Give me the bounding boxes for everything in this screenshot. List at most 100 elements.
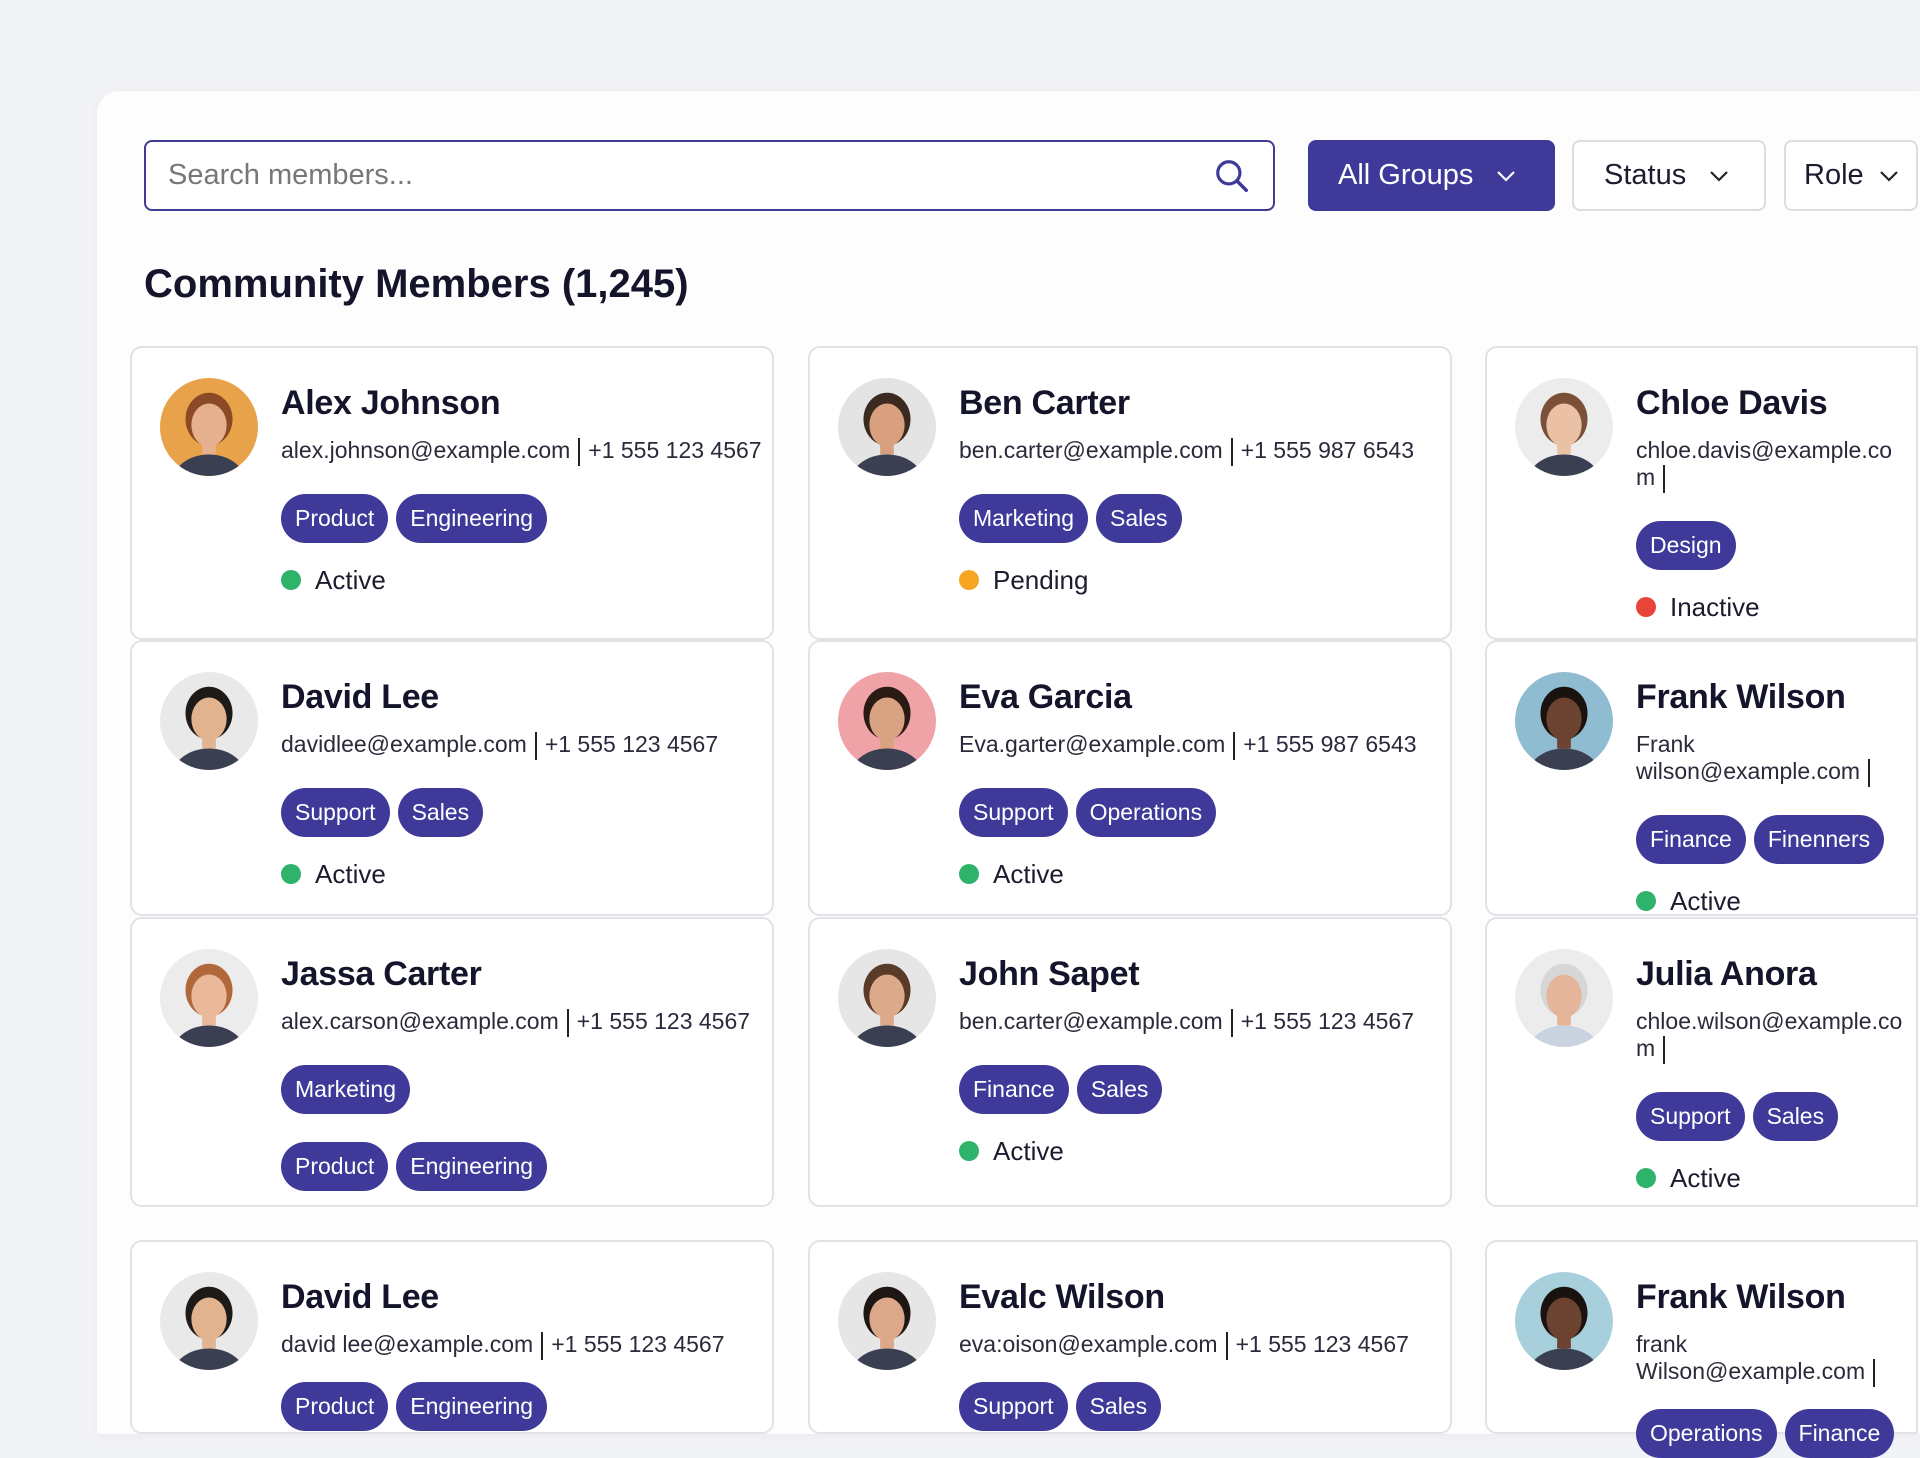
status-dropdown[interactable]: Status: [1572, 140, 1766, 211]
separator: [1230, 1008, 1233, 1037]
member-card[interactable]: Julia Anora chloe.wilson@example.com Sup…: [1485, 917, 1918, 1207]
member-email[interactable]: chloe.davis@example.com: [1636, 437, 1893, 490]
group-tag[interactable]: Support: [959, 787, 1068, 837]
group-tag[interactable]: Support: [959, 1381, 1068, 1431]
member-email[interactable]: chloe.wilson@example.com: [1636, 1008, 1903, 1061]
group-tag[interactable]: Product: [281, 493, 389, 543]
group-tag[interactable]: Finenners: [1753, 814, 1885, 864]
member-email[interactable]: ben.carter@example.com: [959, 1008, 1223, 1034]
member-email[interactable]: alex.carson@example.com: [281, 1008, 559, 1034]
member-card[interactable]: Eva Garcia Eva.garter@example.com +1 555 …: [808, 640, 1452, 916]
member-contact: chloe.davis@example.com: [1636, 437, 1910, 493]
group-tag[interactable]: Sales: [1095, 493, 1182, 543]
group-tag[interactable]: Marketing: [281, 1064, 410, 1114]
member-card[interactable]: Alex Johnson alex.johnson@example.com +1 …: [130, 346, 774, 640]
group-tag[interactable]: Finance: [1784, 1408, 1895, 1458]
search-icon[interactable]: [1213, 157, 1251, 195]
status-indicator: Active: [1636, 1163, 1910, 1194]
separator: [1663, 1035, 1666, 1064]
group-tag[interactable]: Engineering: [396, 1141, 548, 1191]
separator: [578, 437, 581, 466]
tag-list: Operations Finance: [1636, 1408, 1910, 1458]
all-groups-dropdown[interactable]: All Groups: [1308, 140, 1555, 211]
group-tag[interactable]: Product: [281, 1141, 389, 1191]
status-text: Active: [993, 858, 1064, 889]
status-indicator: Active: [1636, 886, 1910, 917]
member-email[interactable]: david lee@example.com: [281, 1331, 534, 1357]
member-card[interactable]: Chloe Davis chloe.davis@example.com Desi…: [1485, 346, 1918, 640]
member-name[interactable]: Frank Wilson: [1636, 1278, 1846, 1316]
group-tag[interactable]: Engineering: [396, 1381, 548, 1431]
avatar: [838, 672, 936, 770]
group-tag[interactable]: Marketing: [959, 493, 1088, 543]
group-tag[interactable]: Support: [281, 787, 390, 837]
member-name[interactable]: Jassa Carter: [281, 955, 482, 993]
search-input[interactable]: [168, 159, 1213, 192]
status-dot-icon: [959, 1141, 979, 1162]
avatar: [838, 378, 936, 476]
group-tag[interactable]: Operations: [1636, 1408, 1777, 1458]
group-tag[interactable]: Sales: [1076, 1064, 1163, 1114]
member-name[interactable]: Evalc Wilson: [959, 1278, 1165, 1316]
status-indicator: Active: [959, 1136, 1444, 1167]
search-box[interactable]: [144, 140, 1275, 211]
member-name[interactable]: Julia Anora: [1636, 955, 1817, 993]
member-email[interactable]: Eva.garter@example.com: [959, 731, 1226, 757]
tag-list: Support Operations: [959, 787, 1444, 837]
member-info: Alex Johnson alex.johnson@example.com +1 …: [281, 384, 766, 596]
member-name[interactable]: David Lee: [281, 1278, 439, 1316]
separator: [1225, 1331, 1228, 1360]
member-card[interactable]: Ben Carter ben.carter@example.com +1 555 …: [808, 346, 1452, 640]
member-card[interactable]: Frank Wilson frank Wilson@example.com Op…: [1485, 1240, 1918, 1458]
status-indicator: Inactive: [1636, 592, 1910, 623]
group-tag[interactable]: Sales: [397, 787, 484, 837]
group-tag[interactable]: Finance: [1636, 814, 1746, 864]
member-card[interactable]: David Lee davidlee@example.com +1 555 123…: [130, 640, 774, 916]
status-dot-icon: [1636, 891, 1656, 912]
member-contact: david lee@example.com +1 555 123 4567: [281, 1331, 766, 1360]
member-card[interactable]: John Sapet ben.carter@example.com +1 555 …: [808, 917, 1452, 1207]
member-name[interactable]: Ben Carter: [959, 384, 1130, 422]
member-card[interactable]: David Lee david lee@example.com +1 555 12…: [130, 1240, 774, 1434]
status-text: Active: [315, 858, 386, 889]
member-email[interactable]: alex.johnson@example.com: [281, 437, 571, 463]
role-dropdown[interactable]: Role: [1784, 140, 1918, 211]
member-card[interactable]: Frank Wilson Frank wilson@example.com Fi…: [1485, 640, 1918, 916]
group-tag[interactable]: Operations: [1075, 787, 1217, 837]
member-email[interactable]: frank Wilson@example.com: [1636, 1331, 1866, 1384]
member-email[interactable]: Frank wilson@example.com: [1636, 731, 1861, 784]
group-tag[interactable]: Sales: [1752, 1091, 1839, 1141]
status-indicator: Active: [959, 859, 1444, 890]
group-tag[interactable]: Sales: [1075, 1381, 1162, 1431]
tag-list: Support Sales: [281, 787, 766, 837]
member-card[interactable]: Jassa Carter alex.carson@example.com +1 5…: [130, 917, 774, 1207]
group-tag[interactable]: Design: [1636, 520, 1736, 570]
member-name[interactable]: John Sapet: [959, 955, 1140, 993]
member-card[interactable]: Evalc Wilson eva:oison@example.com +1 555…: [808, 1240, 1452, 1434]
member-contact: Frank wilson@example.com: [1636, 731, 1910, 787]
avatar: [160, 672, 258, 770]
avatar: [1515, 378, 1613, 476]
member-email[interactable]: eva:oison@example.com: [959, 1331, 1218, 1357]
member-name[interactable]: Eva Garcia: [959, 678, 1132, 716]
member-phone: +1 555 123 4567: [1235, 1331, 1409, 1357]
separator: [1230, 437, 1233, 466]
member-email[interactable]: ben.carter@example.com: [959, 437, 1223, 463]
avatar: [838, 1272, 936, 1370]
member-contact: davidlee@example.com +1 555 123 4567: [281, 731, 766, 760]
tag-list: Support Sales: [1636, 1091, 1910, 1141]
member-phone: +1 555 123 4567: [588, 437, 762, 463]
separator: [1233, 731, 1236, 760]
member-name[interactable]: Frank Wilson: [1636, 678, 1846, 716]
group-tag[interactable]: Finance: [959, 1064, 1069, 1114]
member-email[interactable]: davidlee@example.com: [281, 731, 527, 757]
status-text: Active: [315, 564, 386, 595]
member-contact: ben.carter@example.com +1 555 123 4567: [959, 1008, 1444, 1037]
group-tag[interactable]: Engineering: [396, 493, 548, 543]
member-name[interactable]: Chloe Davis: [1636, 384, 1828, 422]
member-name[interactable]: David Lee: [281, 678, 439, 716]
member-info: Frank Wilson frank Wilson@example.com Op…: [1636, 1278, 1910, 1458]
group-tag[interactable]: Support: [1636, 1091, 1745, 1141]
group-tag[interactable]: Product: [281, 1381, 389, 1431]
member-name[interactable]: Alex Johnson: [281, 384, 501, 422]
